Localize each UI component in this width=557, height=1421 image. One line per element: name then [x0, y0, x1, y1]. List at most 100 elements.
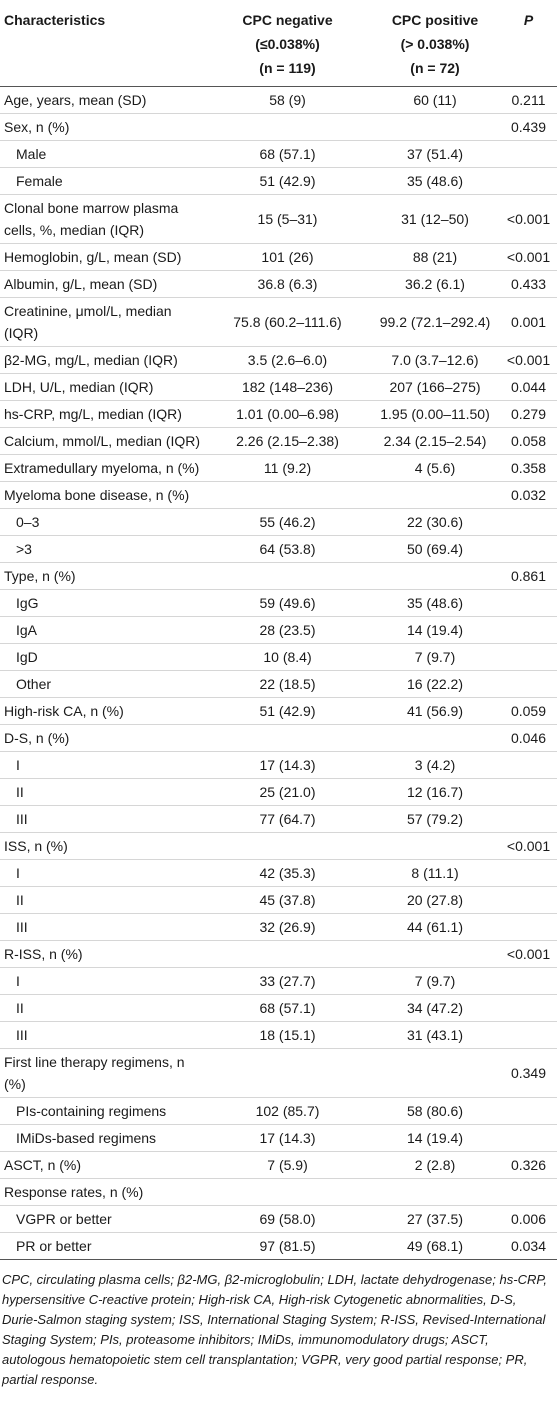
cell: 15 (5–31)	[205, 194, 370, 244]
header-line: CPC positive	[391, 12, 479, 28]
cell: 12 (16.7)	[370, 778, 500, 806]
table-row: ISS, n (%) <0.001	[0, 832, 557, 860]
table-row: Female 51 (42.9) 35 (48.6)	[0, 167, 557, 195]
cell	[500, 1124, 557, 1152]
header-line: (> 0.038%)	[400, 36, 470, 52]
table-row: ASCT, n (%) 7 (5.9) 2 (2.8) 0.326	[0, 1151, 557, 1179]
row-label: Calcium, mmol/L, median (IQR)	[0, 427, 205, 455]
table-row: II 68 (57.1) 34 (47.2)	[0, 994, 557, 1022]
table-row: Myeloma bone disease, n (%) 0.032	[0, 481, 557, 509]
cell: 7 (9.7)	[370, 643, 500, 671]
cell	[500, 886, 557, 914]
row-label: IMiDs-based regimens	[0, 1124, 205, 1152]
cell: <0.001	[500, 832, 557, 860]
row-label: ASCT, n (%)	[0, 1151, 205, 1179]
table-row: β2-MG, mg/L, median (IQR) 3.5 (2.6–6.0) 7.…	[0, 346, 557, 374]
cell: 1.95 (0.00–11.50)	[370, 400, 500, 428]
cell: 2 (2.8)	[370, 1151, 500, 1179]
table-row: Creatinine, μmol/L, median (IQR) 75.8 (60…	[0, 297, 557, 347]
cell	[205, 940, 370, 968]
cell: 11 (9.2)	[205, 454, 370, 482]
cell: 0.001	[500, 297, 557, 347]
cell	[370, 1178, 500, 1206]
table-row: I 42 (35.3) 8 (11.1)	[0, 859, 557, 887]
cell	[500, 805, 557, 833]
table-row: Response rates, n (%)	[0, 1178, 557, 1206]
cell	[500, 589, 557, 617]
cell: <0.001	[500, 194, 557, 244]
cell	[205, 481, 370, 509]
cell: 77 (64.7)	[205, 805, 370, 833]
cell	[500, 643, 557, 671]
cell: 58 (9)	[205, 86, 370, 114]
cell: 25 (21.0)	[205, 778, 370, 806]
cell: 35 (48.6)	[370, 589, 500, 617]
cell: <0.001	[500, 940, 557, 968]
cell	[500, 1178, 557, 1206]
cell: 182 (148–236)	[205, 373, 370, 401]
cell	[500, 167, 557, 195]
row-label: R-ISS, n (%)	[0, 940, 205, 968]
cell: 49 (68.1)	[370, 1232, 500, 1260]
row-label: ISS, n (%)	[0, 832, 205, 860]
cell: 51 (42.9)	[205, 167, 370, 195]
table-row: Other 22 (18.5) 16 (22.2)	[0, 670, 557, 698]
row-label: β2-MG, mg/L, median (IQR)	[0, 346, 205, 374]
cell: 36.2 (6.1)	[370, 270, 500, 298]
cell: 64 (53.8)	[205, 535, 370, 563]
table-row: II 45 (37.8) 20 (27.8)	[0, 886, 557, 914]
table-row: R-ISS, n (%) <0.001	[0, 940, 557, 968]
row-label: II	[0, 994, 205, 1022]
cell	[205, 1048, 370, 1098]
cell: 88 (21)	[370, 243, 500, 271]
cell	[500, 535, 557, 563]
table-header: Characteristics CPC negative (≤0.038%) (n =…	[0, 0, 557, 87]
table-row: Age, years, mean (SD) 58 (9) 60 (11) 0.211	[0, 86, 557, 114]
cell: 45 (37.8)	[205, 886, 370, 914]
row-label: Other	[0, 670, 205, 698]
table-row: IgD 10 (8.4) 7 (9.7)	[0, 643, 557, 671]
cell: 37 (51.4)	[370, 140, 500, 168]
cell: 55 (46.2)	[205, 508, 370, 536]
cell: 68 (57.1)	[205, 140, 370, 168]
cell: 32 (26.9)	[205, 913, 370, 941]
cell: 35 (48.6)	[370, 167, 500, 195]
cell: 0.358	[500, 454, 557, 482]
cell: 14 (19.4)	[370, 1124, 500, 1152]
cell: 0.279	[500, 400, 557, 428]
cell	[500, 778, 557, 806]
cell: 3.5 (2.6–6.0)	[205, 346, 370, 374]
row-label: PR or better	[0, 1232, 205, 1260]
row-label: First line therapy regimens, n (%)	[0, 1048, 205, 1098]
header-line: (n = 72)	[410, 60, 460, 76]
cell: 102 (85.7)	[205, 1097, 370, 1125]
cell: 7 (5.9)	[205, 1151, 370, 1179]
row-label: Albumin, g/L, mean (SD)	[0, 270, 205, 298]
cell: <0.001	[500, 346, 557, 374]
cell: 17 (14.3)	[205, 751, 370, 779]
row-label: IgG	[0, 589, 205, 617]
table-row: D-S, n (%) 0.046	[0, 724, 557, 752]
cell: 0.059	[500, 697, 557, 725]
cell	[205, 562, 370, 590]
table-row: High-risk CA, n (%) 51 (42.9) 41 (56.9) 0.0…	[0, 697, 557, 725]
table-row: VGPR or better 69 (58.0) 27 (37.5) 0.006	[0, 1205, 557, 1233]
row-label: III	[0, 1021, 205, 1049]
cell: 22 (30.6)	[370, 508, 500, 536]
header-line: Characteristics	[4, 12, 106, 28]
cell	[370, 940, 500, 968]
table-row: Clonal bone marrow plasma cells, %, medi…	[0, 194, 557, 244]
cell: 58 (80.6)	[370, 1097, 500, 1125]
table-row: I 33 (27.7) 7 (9.7)	[0, 967, 557, 995]
cell	[370, 562, 500, 590]
row-label: Sex, n (%)	[0, 113, 205, 141]
cell: 0.046	[500, 724, 557, 752]
table-row: III 77 (64.7) 57 (79.2)	[0, 805, 557, 833]
cell	[205, 1178, 370, 1206]
cell	[500, 1097, 557, 1125]
row-label: 0–3	[0, 508, 205, 536]
cell: 31 (12–50)	[370, 194, 500, 244]
table-row: IMiDs-based regimens 17 (14.3) 14 (19.4)	[0, 1124, 557, 1152]
cell: 2.34 (2.15–2.54)	[370, 427, 500, 455]
